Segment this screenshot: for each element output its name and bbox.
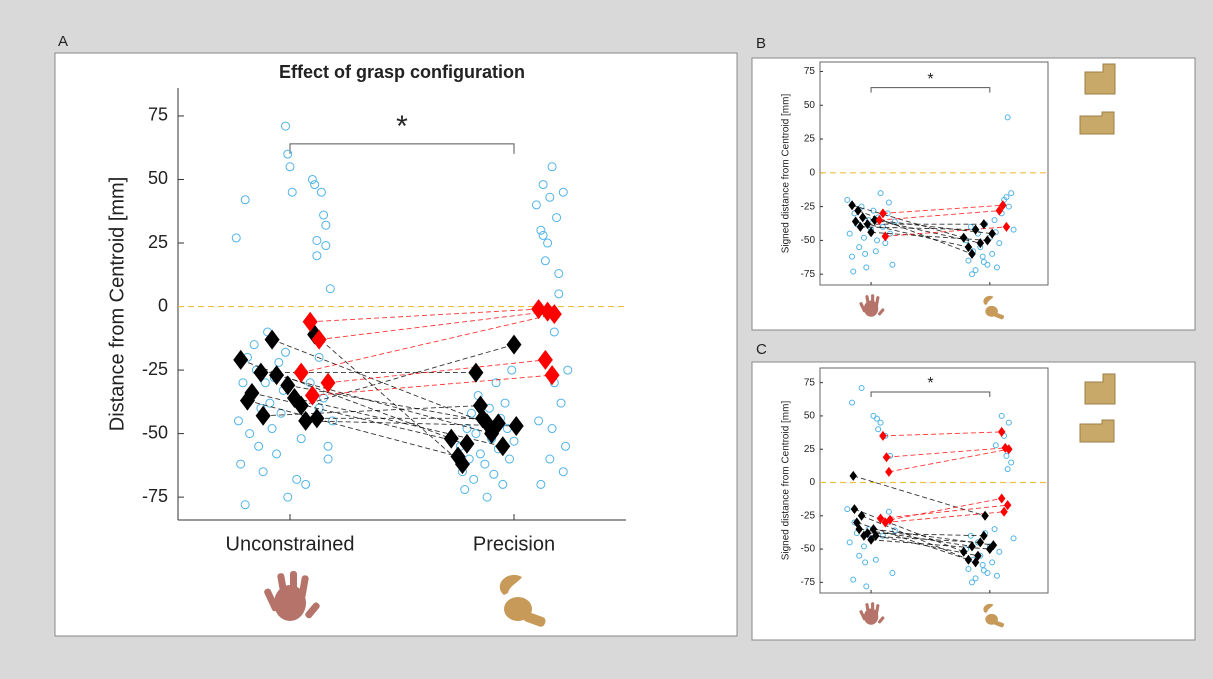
y-tick-label: -50 [801,544,816,555]
panel-label: A [58,33,68,50]
y-tick-label: 25 [148,232,168,252]
x-tick-label: Unconstrained [226,533,355,555]
significance-label: * [927,71,933,88]
y-tick-label: 0 [158,295,168,315]
y-tick-label: 50 [804,411,816,422]
y-tick-label: 50 [804,100,816,111]
hand-finger [290,571,297,595]
panel-label: B [756,35,766,52]
y-tick-label: 50 [148,168,168,188]
y-axis-label: Signed distance from Centroid [mm] [781,401,792,561]
y-axis-label: Signed distance from Centroid [mm] [781,94,792,254]
y-tick-label: -25 [142,359,168,379]
y-tick-label: -75 [142,486,168,506]
panel-c-frame [752,362,1195,640]
y-tick-label: -75 [801,269,816,280]
y-tick-label: 0 [809,477,815,488]
y-tick-label: 25 [804,444,816,455]
chart-title: Effect of grasp configuration [279,62,525,82]
y-tick-label: -25 [801,510,816,521]
y-tick-label: 75 [804,377,816,388]
significance-label: * [396,110,408,143]
x-tick-label: Precision [473,533,555,555]
panel-b-frame [752,58,1195,330]
y-tick-label: -50 [142,422,168,442]
y-tick-label: 75 [148,105,168,125]
hand-finger [871,602,874,613]
figure: A B C -75 -50 -25 0 25 50 75 Effect of grasp co… [0,0,1213,679]
y-tick-label: 75 [804,66,816,77]
y-tick-label: -25 [801,201,816,212]
y-tick-label: 0 [809,167,815,178]
y-tick-label: 25 [804,134,816,145]
y-tick-label: -75 [801,577,816,588]
y-axis-label: Distance from Centroid [mm] [106,177,128,432]
significance-label: * [927,375,933,392]
hand-finger [871,294,874,305]
y-tick-label: -50 [801,235,816,246]
panel-label: C [756,341,767,358]
